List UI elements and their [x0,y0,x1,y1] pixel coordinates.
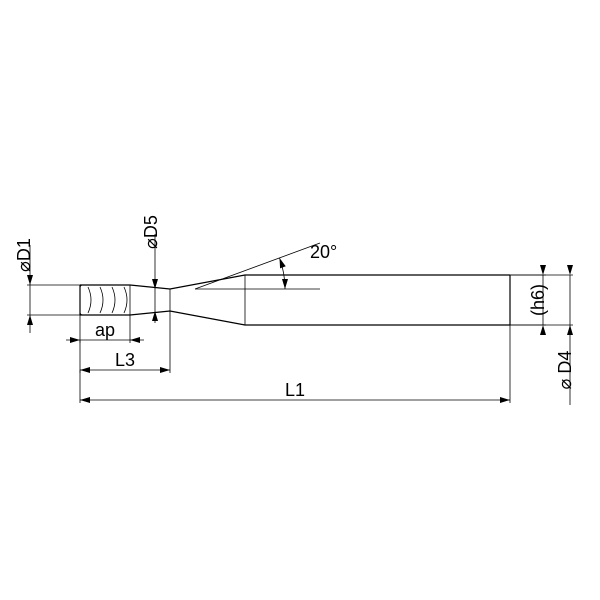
label-l1: L1 [285,380,305,400]
label-ap: ap [95,320,115,340]
label-angle: 20° [310,242,337,262]
label-d1: ⌀D1 [14,238,34,272]
label-d5: ⌀D5 [141,215,161,249]
label-h6: (h6) [528,284,548,316]
end-mill-technical-drawing: ⌀D1 ⌀D5 ⌀ D4 (h6) apL3 L1 20° [0,0,600,600]
label-l3: L3 [115,350,135,370]
flute-helix [88,287,127,313]
label-d4: ⌀ D4 [555,351,575,390]
tool-body [80,275,510,325]
